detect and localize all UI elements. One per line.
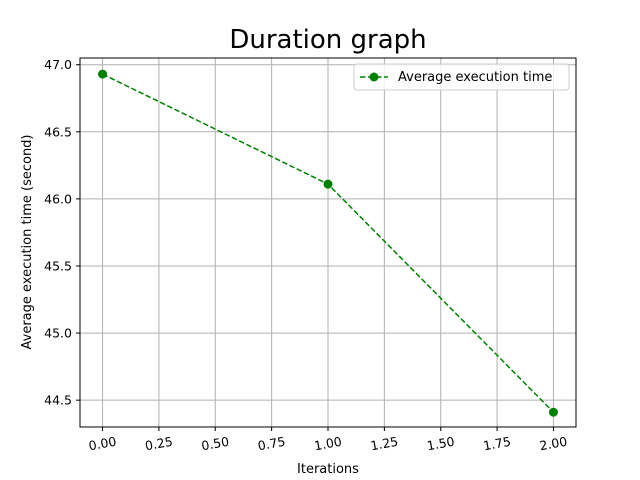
x-tick-label: 2.00 [538, 434, 568, 454]
y-axis-label: Average execution time (second) [20, 134, 35, 349]
grid [80, 58, 576, 427]
legend-box [353, 63, 570, 91]
x-tick-label: 1.00 [313, 434, 343, 454]
data-point [548, 407, 558, 417]
legend-entry-label: Average execution time [398, 70, 552, 85]
chart-title: Duration graph [229, 25, 426, 55]
y-tick-label: 46.0 [44, 191, 72, 206]
data-point [323, 179, 333, 189]
legend: Average execution time [353, 63, 570, 91]
x-tick-label: 0.00 [87, 434, 117, 454]
series-layer [98, 69, 558, 417]
y-tick-label: 46.5 [44, 124, 72, 139]
y-tick-label: 44.5 [44, 393, 72, 408]
x-tick-label: 0.75 [257, 434, 287, 454]
y-tick-label: 45.0 [44, 326, 72, 341]
x-tick-label: 1.75 [482, 434, 512, 454]
y-tick-label: 45.5 [44, 258, 72, 273]
axis-ticks: 0.00 0.25 0.50 0.75 1.00 1.25 1.50 1.75 2.00 44.5… [44, 57, 568, 453]
data-point [98, 69, 108, 79]
legend-marker-swatch [369, 72, 379, 82]
x-tick-label: 1.50 [426, 434, 456, 454]
x-axis-label: Iterations [297, 462, 359, 477]
x-tick-label: 1.25 [369, 434, 399, 454]
x-tick-label: 0.25 [144, 434, 174, 454]
x-tick-label: 0.50 [200, 434, 230, 454]
y-tick-label: 47.0 [44, 57, 72, 72]
